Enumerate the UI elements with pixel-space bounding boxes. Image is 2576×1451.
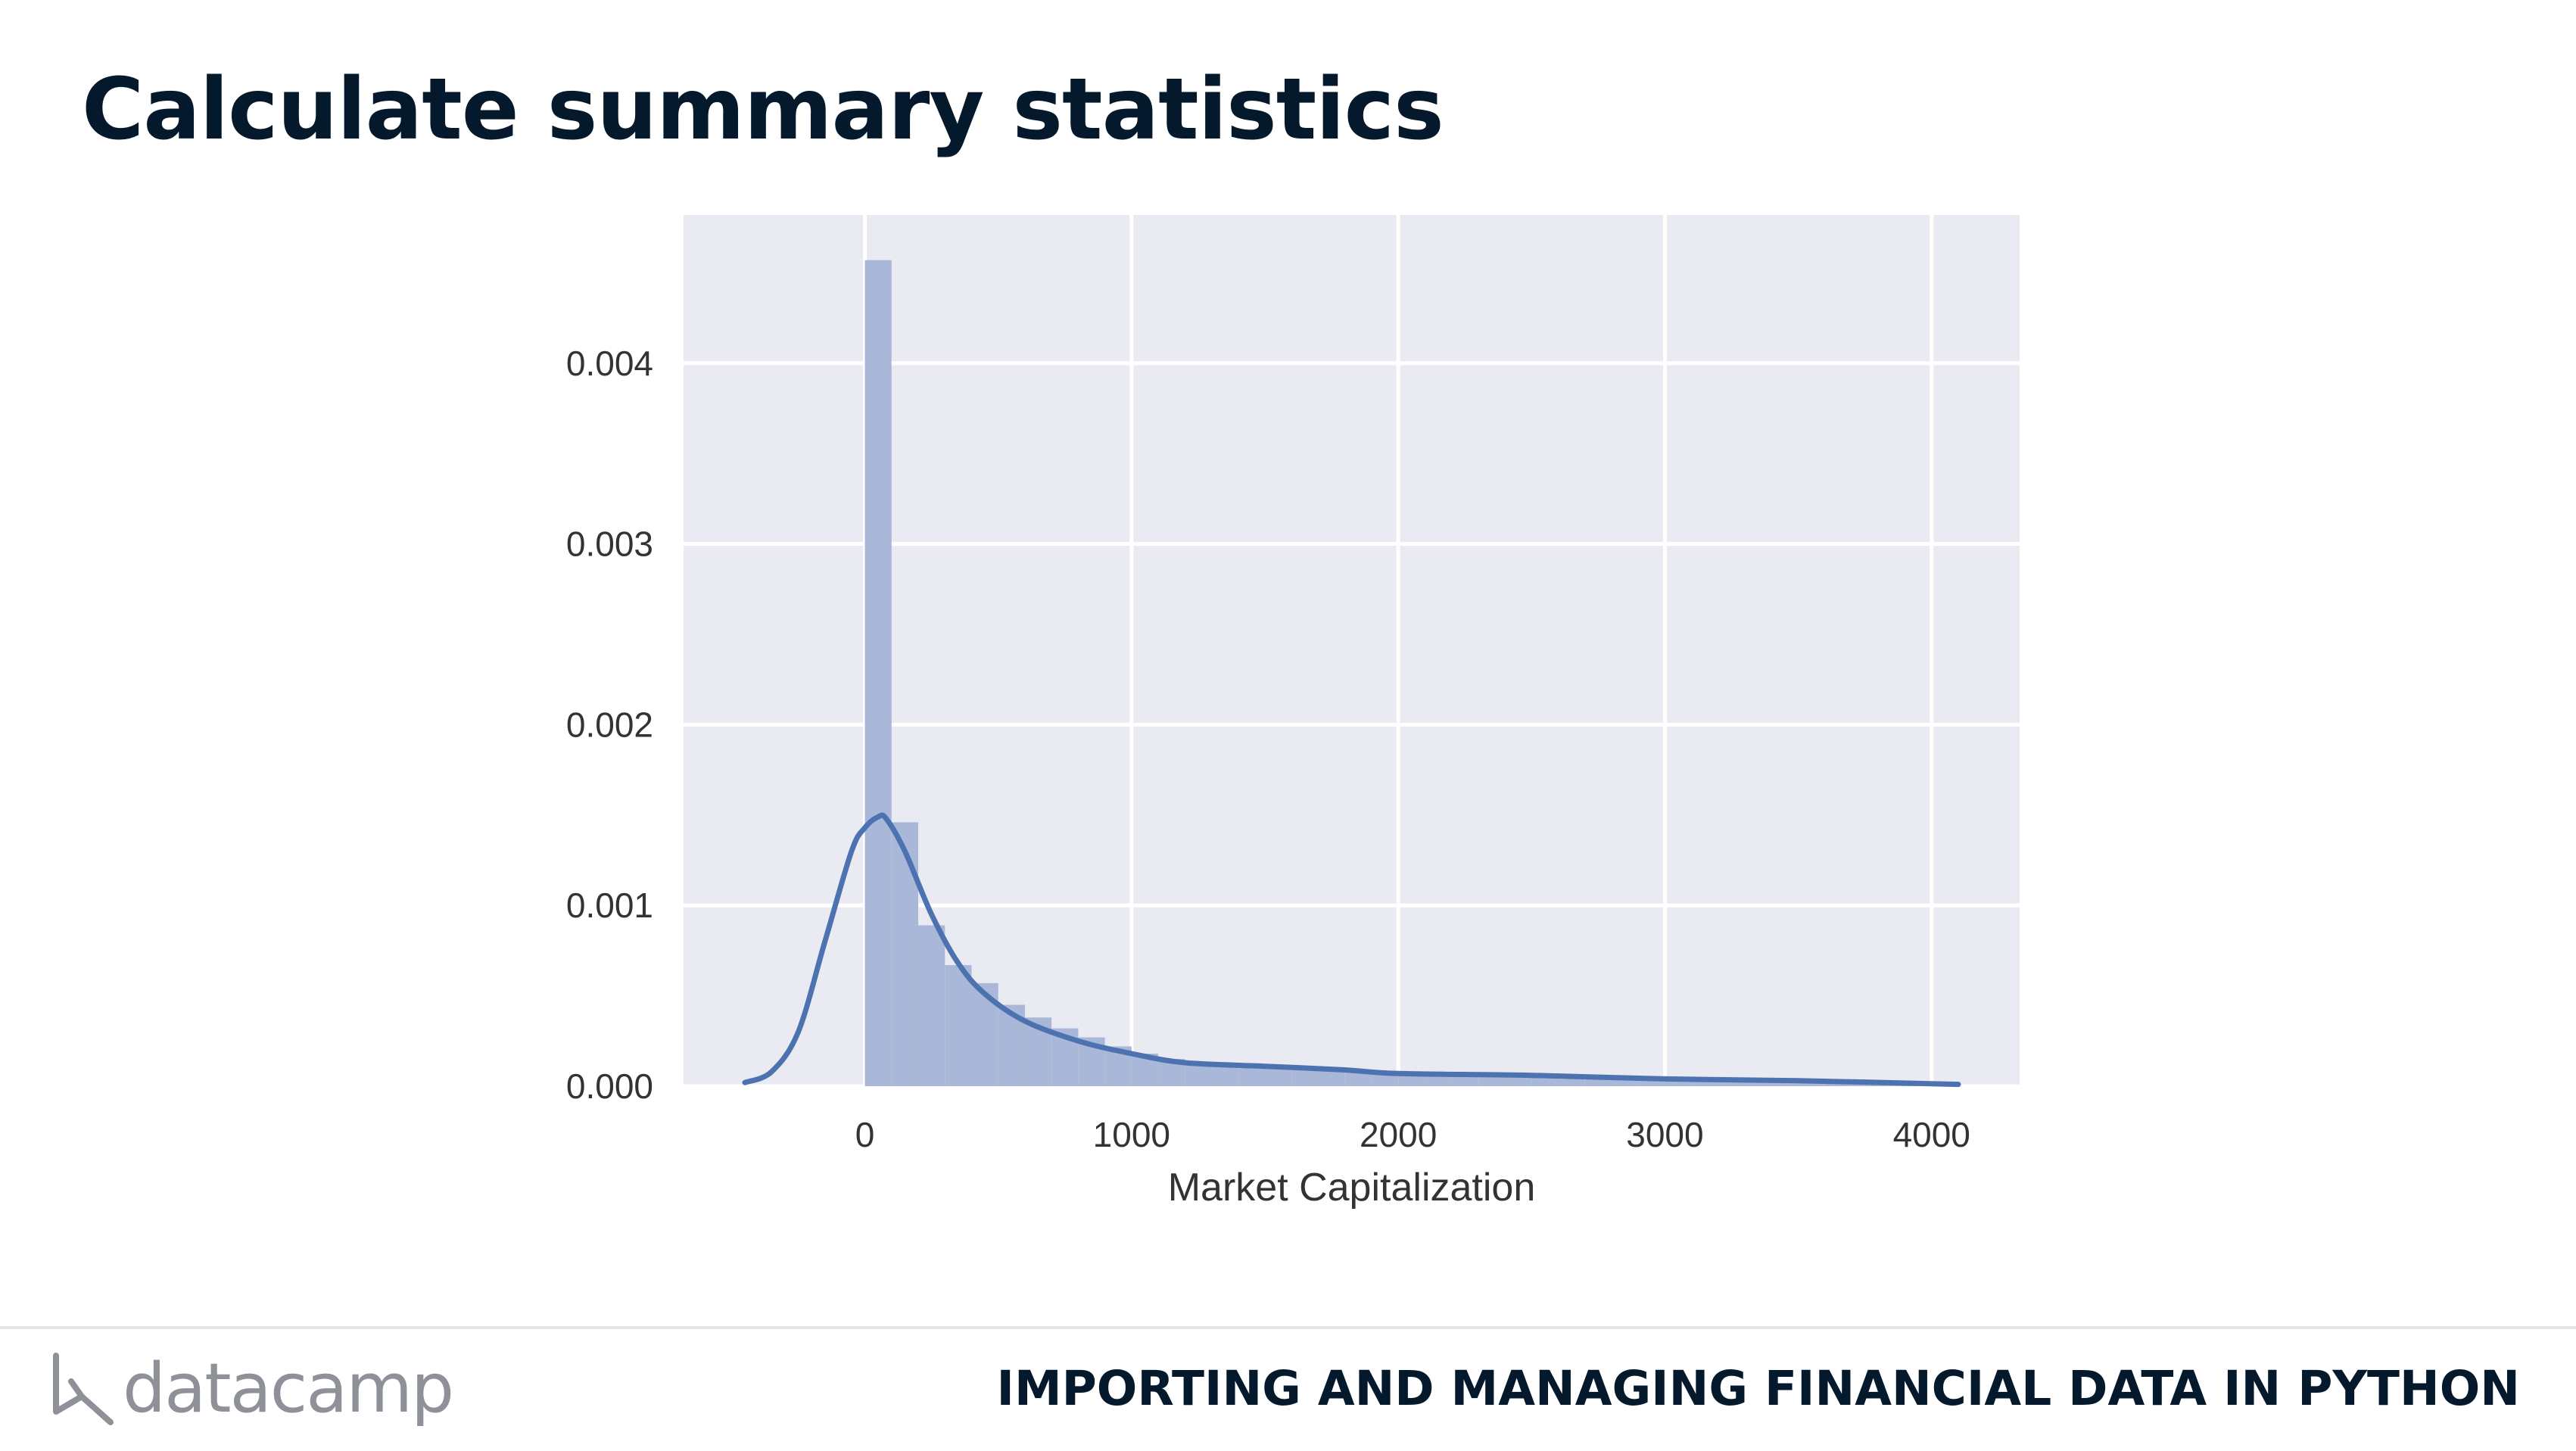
histogram-bar — [1398, 1073, 1425, 1086]
histogram-bar — [1691, 1080, 1718, 1086]
histogram-bar — [1824, 1082, 1852, 1086]
histogram-bar — [1531, 1077, 1559, 1086]
histogram-bar — [1238, 1066, 1266, 1086]
histogram-bar — [1665, 1080, 1692, 1086]
x-tick-label: 4000 — [1893, 1115, 1970, 1154]
histogram-bar — [1478, 1077, 1506, 1086]
histogram-bar — [1344, 1071, 1372, 1086]
histogram-bar — [1211, 1064, 1238, 1086]
histogram-bar — [1558, 1079, 1585, 1086]
histogram-bar — [1265, 1068, 1292, 1086]
histogram-bar — [1771, 1082, 1799, 1086]
tick-labels: 0 1000 2000 3000 4000 0.000 0.001 0.002 0.003 0.0… — [566, 344, 1970, 1154]
histogram-bar — [1425, 1075, 1452, 1086]
histogram-bar — [1451, 1075, 1478, 1086]
y-tick-label: 0.002 — [566, 705, 653, 744]
histogram-bar — [1638, 1080, 1665, 1086]
datacamp-logo-icon — [53, 1353, 114, 1425]
histogram-bar — [1584, 1079, 1612, 1086]
x-tick-label: 1000 — [1093, 1115, 1170, 1154]
x-axis-label: Market Capitalization — [1168, 1166, 1536, 1210]
y-tick-label: 0.000 — [566, 1066, 653, 1106]
histogram-bar — [1318, 1070, 1345, 1086]
distribution-chart: 0 1000 2000 3000 4000 0.000 0.001 0.002 0.003 0.0… — [566, 215, 2020, 1210]
histogram-bar — [1718, 1080, 1746, 1086]
histogram-bar — [891, 822, 919, 1086]
x-tick-label: 3000 — [1626, 1115, 1703, 1154]
course-title: IMPORTING AND MANAGING FINANCIAL DATA IN… — [996, 1361, 2521, 1416]
histogram-bar — [1745, 1080, 1772, 1086]
y-tick-label: 0.004 — [566, 344, 653, 383]
histogram-bar — [1371, 1073, 1399, 1086]
histogram-bar — [1505, 1077, 1532, 1086]
y-tick-label: 0.003 — [566, 525, 653, 564]
footer-divider — [0, 1326, 2576, 1329]
histogram-bars — [864, 260, 1958, 1086]
histogram-bar — [864, 260, 892, 1086]
x-tick-label: 0 — [855, 1115, 875, 1154]
y-tick-label: 0.001 — [566, 886, 653, 925]
histogram-bar — [1798, 1082, 1825, 1086]
brand-name: datacamp — [123, 1349, 454, 1428]
histogram-bar — [918, 925, 945, 1086]
datacamp-brand: datacamp — [51, 1347, 454, 1431]
kde-line — [742, 812, 1961, 1088]
histogram-bar — [1291, 1070, 1319, 1086]
x-tick-label: 2000 — [1360, 1115, 1437, 1154]
histogram-bar — [1611, 1079, 1639, 1086]
slide-title: Calculate summary statistics — [82, 61, 1444, 159]
histogram-bar — [945, 965, 972, 1086]
